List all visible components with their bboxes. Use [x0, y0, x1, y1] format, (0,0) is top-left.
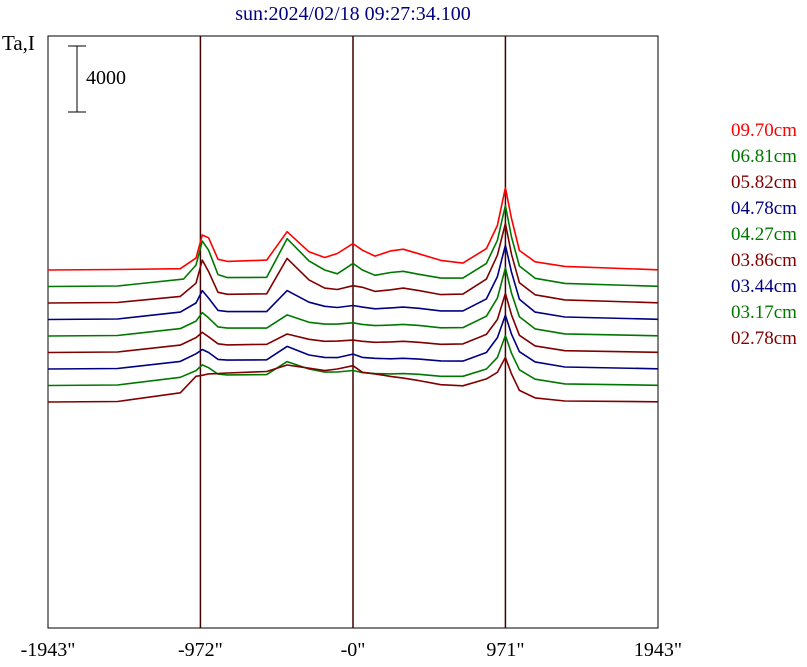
legend-entry-5: 03.86cm — [731, 250, 797, 271]
scale-bar-label: 4000 — [86, 67, 126, 89]
x-tick-label-0: -1943" — [21, 639, 76, 661]
series-line-1 — [47, 204, 659, 288]
vertical-markers — [199, 36, 507, 628]
series-lines — [47, 186, 659, 403]
legend-entry-3: 04.78cm — [731, 198, 797, 219]
series-line-0 — [47, 186, 659, 271]
legend-entry-8: 02.78cm — [731, 328, 797, 349]
scale-bar: 4000 — [68, 45, 126, 113]
x-tick-label-1: -972" — [178, 639, 223, 661]
chart-title: sun:2024/02/18 09:27:34.100 — [235, 3, 471, 25]
legend-entry-6: 03.44cm — [731, 276, 797, 297]
x-tick-label-2: -0" — [341, 639, 366, 661]
series-line-3 — [47, 244, 659, 321]
legend-entry-7: 03.17cm — [731, 302, 797, 323]
legend-entry-4: 04.27cm — [731, 224, 797, 245]
x-tick-labels: -1943" -972" -0" 971" 1943" — [21, 639, 683, 661]
legend-entry-2: 05.82cm — [731, 172, 797, 193]
series-line-8 — [47, 356, 659, 403]
legend-entry-0: 09.70cm — [731, 120, 797, 141]
x-tick-label-3: 971" — [486, 639, 524, 661]
series-line-5 — [47, 292, 659, 354]
series-line-2 — [47, 222, 659, 304]
y-axis-label: Ta,I — [2, 31, 35, 55]
x-tick-label-4: 1943" — [634, 639, 682, 661]
legend-entry-1: 06.81cm — [731, 146, 797, 167]
series-line-6 — [47, 314, 659, 370]
legend: 09.70cm 06.81cm 05.82cm 04.78cm 04.27cm 03.86… — [731, 120, 797, 349]
series-line-4 — [47, 267, 659, 337]
